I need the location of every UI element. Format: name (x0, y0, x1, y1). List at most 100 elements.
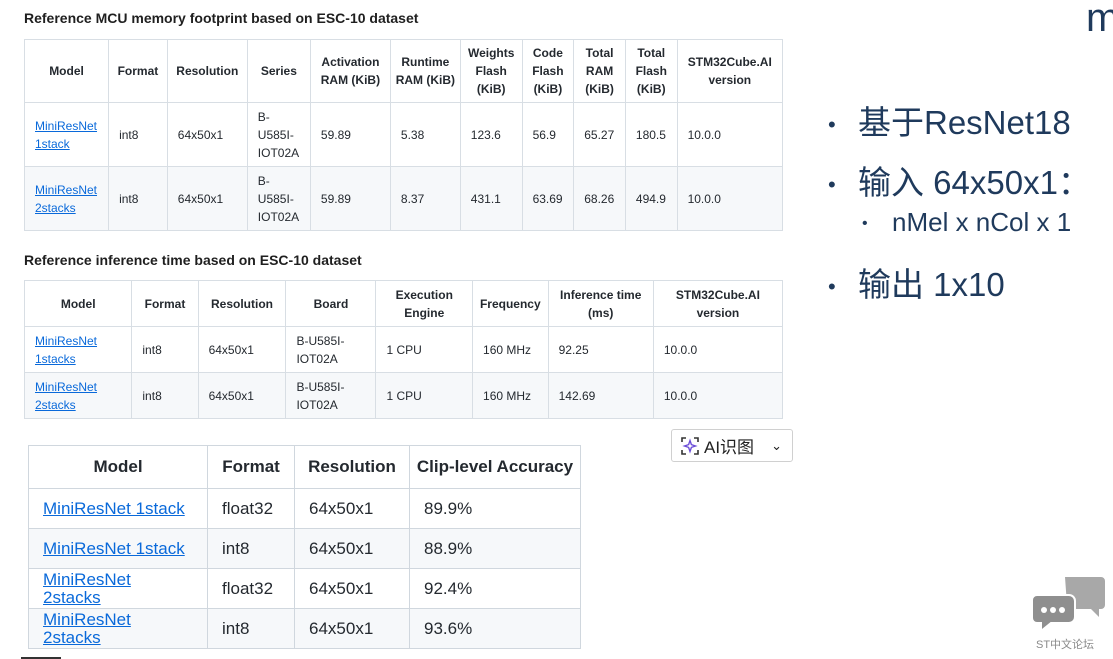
bullet-dot-icon: • (828, 274, 836, 300)
table-row: MiniResNet 1stack float32 64x50x1 89.9% (28, 488, 581, 529)
model-link[interactable]: MiniResNet 2stacks (35, 379, 98, 412)
table-cell: 92.4% (409, 568, 581, 609)
table-cell: 68.26 (573, 166, 626, 231)
col-cubeai-version: STM32Cube.AI version (676, 39, 784, 103)
col-format: Format (131, 280, 199, 327)
table-cell: 64x50x1 (294, 488, 410, 529)
memory-footprint-table: Model Format Resolution Series Activatio… (23, 39, 784, 231)
table-cell: int8 (131, 326, 199, 373)
table-cell: 10.0.0 (652, 326, 784, 373)
model-link[interactable]: MiniResNet 2stacks (43, 609, 131, 647)
col-inference-time: Inference time (ms) (547, 280, 654, 327)
model-link[interactable]: MiniResNet 2stacks (35, 182, 98, 215)
bullet-dot-icon: • (862, 215, 868, 233)
col-execution-engine: Execution Engine (375, 280, 474, 327)
chat-bubbles-logo-icon (1031, 577, 1105, 634)
bullet-item: • 输入 64x50x1： (828, 156, 1091, 204)
table-cell: int8 (108, 166, 168, 231)
table-cell: 1 CPU (375, 326, 474, 373)
table-cell: 431.1 (459, 166, 523, 231)
table-cell: 160 MHz (472, 326, 549, 373)
model-link[interactable]: MiniResNet 1stacks (35, 333, 98, 366)
table-cell: 180.5 (624, 102, 678, 167)
memory-footprint-title: Reference MCU memory footprint based on … (24, 10, 419, 26)
table-cell: float32 (207, 568, 295, 609)
accuracy-table: Model Format Resolution Clip-level Accur… (28, 445, 581, 649)
col-format: Format (108, 39, 168, 103)
table-cell: 56.9 (521, 102, 575, 167)
table-cell: 64x50x1 (166, 102, 248, 167)
model-link[interactable]: MiniResNet 1stack (43, 538, 185, 558)
model-link[interactable]: MiniResNet 1stack (35, 118, 98, 151)
model-cell: MiniResNet 1stacks (23, 326, 133, 373)
table-header-row: Model Format Resolution Board Execution … (23, 280, 784, 327)
col-resolution: Resolution (166, 39, 248, 103)
model-cell: MiniResNet 2stacks (28, 608, 208, 649)
model-cell: MiniResNet 1stack (23, 102, 110, 167)
table-row: MiniResNet 1stack int8 64x50x1 B-U585I-I… (23, 102, 784, 167)
sub-bullet-text: nMel x nCol x 1 (892, 207, 1072, 237)
model-cell: MiniResNet 2stacks (23, 166, 110, 231)
model-link[interactable]: MiniResNet 1stack (43, 498, 185, 518)
col-format: Format (207, 445, 295, 489)
table-cell: 92.25 (547, 326, 654, 373)
model-link[interactable]: MiniResNet 2stacks (43, 569, 131, 607)
table-cell: B-U585I-IOT02A (246, 166, 311, 231)
inference-time-title: Reference inference time based on ESC-10… (24, 252, 362, 268)
col-total-flash: Total Flash (KiB) (624, 39, 678, 103)
table-cell: 64x50x1 (166, 166, 248, 231)
col-weights-flash: Weights Flash (KiB) (459, 39, 523, 103)
table-cell: 65.27 (573, 102, 626, 167)
col-code-flash: Code Flash (KiB) (521, 39, 575, 103)
table-cell: 88.9% (409, 528, 581, 569)
table-row: MiniResNet 1stack int8 64x50x1 88.9% (28, 528, 581, 569)
table-cell: 10.0.0 (676, 102, 784, 167)
bottom-divider (21, 657, 61, 659)
ai-image-recognition-button[interactable]: AI识图 ⌄ (671, 429, 793, 462)
forum-logo-text: ST中文论坛 (1036, 639, 1095, 651)
table-cell: 89.9% (409, 488, 581, 529)
table-cell: int8 (108, 102, 168, 167)
table-cell: 142.69 (547, 372, 654, 419)
table-cell: float32 (207, 488, 295, 529)
table-cell: 64x50x1 (294, 608, 410, 649)
table-header-row: Model Format Resolution Series Activatio… (23, 39, 784, 103)
bullet-item: • 输出 1x10 (828, 258, 1005, 306)
table-row: MiniResNet 2stacks int8 64x50x1 B-U585I-… (23, 372, 784, 419)
table-cell: 59.89 (309, 102, 391, 167)
table-cell: B-U585I-IOT02A (246, 102, 311, 167)
table-cell: 10.0.0 (652, 372, 784, 419)
chevron-down-icon: ⌄ (771, 437, 782, 453)
table-cell: 64x50x1 (197, 326, 287, 373)
col-resolution: Resolution (197, 280, 287, 327)
table-row: MiniResNet 2stacks float32 64x50x1 92.4% (28, 568, 581, 609)
table-cell: 63.69 (521, 166, 575, 231)
table-cell: 494.9 (624, 166, 678, 231)
table-cell: 59.89 (309, 166, 391, 231)
table-cell: 64x50x1 (294, 528, 410, 569)
table-row: MiniResNet 2stacks int8 64x50x1 93.6% (28, 608, 581, 649)
table-cell: 64x50x1 (294, 568, 410, 609)
model-cell: MiniResNet 1stack (28, 528, 208, 569)
col-series: Series (246, 39, 311, 103)
col-model: Model (23, 39, 110, 103)
bullet-text: 输入 64x50x1： (858, 164, 1091, 201)
table-cell: int8 (207, 528, 295, 569)
table-header-row: Model Format Resolution Clip-level Accur… (28, 445, 581, 489)
col-model: Model (23, 280, 133, 327)
table-cell: 5.38 (389, 102, 461, 167)
table-cell: 1 CPU (375, 372, 474, 419)
table-cell: B-U585I-IOT02A (285, 372, 377, 419)
table-cell: 123.6 (459, 102, 523, 167)
col-model: Model (28, 445, 208, 489)
table-cell: 10.0.0 (676, 166, 784, 231)
bullet-dot-icon: • (828, 172, 836, 198)
table-row: MiniResNet 1stacks int8 64x50x1 B-U585I-… (23, 326, 784, 373)
bullet-text: 输出 1x10 (858, 266, 1005, 303)
col-total-ram: Total RAM (KiB) (573, 39, 626, 103)
col-cubeai-version: STM32Cube.AI version (652, 280, 784, 327)
bullet-dot-icon: • (828, 112, 836, 138)
slide-title-fragment: m (1086, 0, 1113, 40)
col-runtime-ram: Runtime RAM (KiB) (389, 39, 461, 103)
inference-time-table: Model Format Resolution Board Execution … (23, 280, 784, 419)
